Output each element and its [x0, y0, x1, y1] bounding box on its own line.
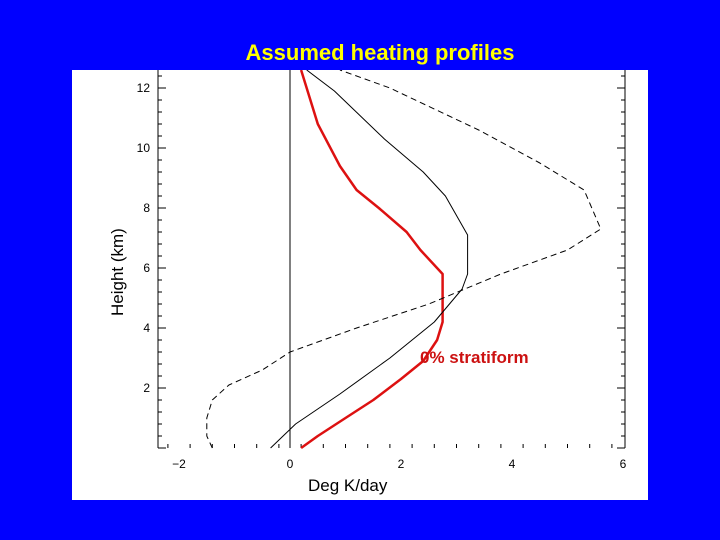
y-tick-label: 2 — [143, 381, 150, 395]
y-tick-label: 4 — [143, 321, 150, 335]
plot-panel: 2 4 6 8 10 12 −2 0 2 4 6 — [72, 70, 648, 500]
slide-title: Assumed heating profiles — [245, 40, 515, 65]
x-tick-label: 2 — [398, 457, 405, 471]
series-line-1 — [299, 70, 444, 450]
stratiform-annotation: 0% stratiform — [420, 348, 529, 367]
y-tick-label: 10 — [137, 141, 151, 155]
y-tick-label: 8 — [143, 201, 150, 215]
series-line-2 — [270, 70, 469, 449]
y-tick-label: 6 — [143, 261, 150, 275]
x-tick-label: 4 — [509, 457, 516, 471]
x-axis-label: Deg K/day — [308, 476, 388, 495]
y-tick-label: 12 — [137, 81, 151, 95]
x-tick-label: 0 — [287, 457, 294, 471]
series-line-3 — [206, 70, 602, 449]
heating-profile-chart: 2 4 6 8 10 12 −2 0 2 4 6 — [137, 70, 627, 471]
x-tick-label: 6 — [620, 457, 627, 471]
x-tick-label: −2 — [172, 457, 186, 471]
y-axis-label: Height (km) — [108, 228, 127, 316]
